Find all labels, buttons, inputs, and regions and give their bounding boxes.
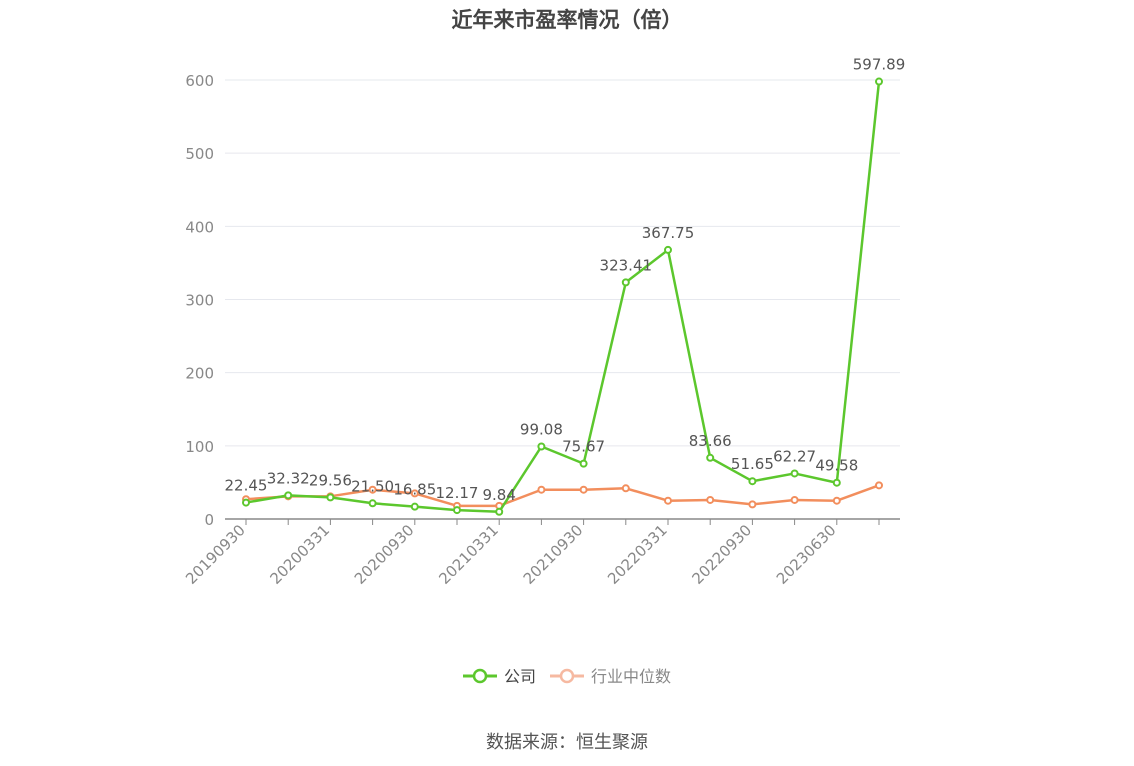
company-data-label: 16.85 (393, 481, 436, 499)
company-data-point[interactable] (875, 77, 883, 86)
company-data-label: 367.75 (642, 224, 695, 242)
y-tick-label: 0 (204, 511, 214, 529)
legend-circle-swatch (472, 668, 488, 684)
company-data-label: 75.67 (562, 438, 605, 456)
company-data-label: 29.56 (309, 471, 352, 489)
y-tick-label: 600 (185, 72, 214, 90)
company-data-point[interactable] (748, 477, 757, 486)
legend-item-industry-median[interactable]: 行业中位数 (550, 667, 671, 686)
legend: 公司 行业中位数 (463, 667, 671, 686)
y-tick-label: 300 (185, 292, 214, 310)
company-data-label: 51.65 (731, 455, 774, 473)
legend-circle-swatch (559, 668, 575, 684)
company-data-point[interactable] (326, 493, 335, 502)
company-data-label: 21.50 (351, 477, 394, 495)
company-data-point[interactable] (284, 491, 293, 500)
company-data-label: 62.27 (773, 447, 816, 465)
company-data-point[interactable] (621, 278, 630, 287)
x-tick-label: 20210930 (520, 521, 587, 588)
x-tick-label: 20220331 (604, 521, 671, 588)
company-data-label: 597.89 (853, 56, 906, 74)
company-data-point[interactable] (495, 507, 504, 516)
industry-median-data-point[interactable] (410, 489, 419, 498)
x-tick-label: 20190930 (182, 521, 249, 588)
legend-label: 行业中位数 (591, 667, 671, 686)
y-tick-label: 500 (185, 145, 214, 163)
x-axis (225, 518, 900, 525)
company-data-point[interactable] (537, 442, 546, 451)
industry-median-data-point[interactable] (368, 485, 377, 494)
company-data-label: 99.08 (520, 421, 563, 439)
industry-median-data-point[interactable] (621, 484, 630, 493)
company-data-point[interactable] (453, 506, 461, 515)
company-data-label: 32.32 (267, 469, 310, 487)
y-axis-tick-labels: 0 100 200 300 400 500 600 (185, 72, 214, 529)
x-tick-label: 20200930 (351, 521, 418, 588)
x-tick-label: 20210331 (435, 521, 502, 588)
y-tick-label: 400 (185, 218, 214, 236)
legend-label: 公司 (504, 667, 536, 686)
y-tick-label: 200 (185, 365, 214, 383)
industry-median-data-point[interactable] (664, 496, 672, 505)
company-data-label: 49.58 (815, 457, 858, 475)
y-tick-label: 100 (185, 438, 214, 456)
x-tick-label: 20220930 (689, 521, 756, 588)
industry-median-data-point[interactable] (875, 481, 883, 490)
company-data-label: 22.45 (225, 477, 268, 495)
grid-lines (225, 79, 900, 447)
company-data-point[interactable] (790, 469, 799, 478)
industry-median-data-point[interactable] (537, 485, 546, 494)
series-lines (242, 77, 883, 516)
company-data-label: 323.41 (600, 256, 653, 274)
x-tick-label: 20230630 (773, 521, 840, 588)
company-data-point[interactable] (832, 478, 841, 487)
company-series-line (245, 81, 881, 514)
company-data-point[interactable] (242, 498, 250, 507)
x-tick-label: 20200331 (267, 521, 334, 588)
data-labels: 22.45 32.32 29.56 21.50 16.85 12.17 9.84 99.087… (225, 56, 906, 504)
industry-median-data-point[interactable] (832, 496, 841, 505)
industry-median-series-line (245, 484, 880, 508)
data-source-note: 数据来源：恒生聚源 (486, 732, 648, 753)
x-axis-tick-labels: 20190930 20200331 20200930 20210331 20210930… (182, 521, 840, 588)
legend-item-company[interactable]: 公司 (463, 667, 536, 686)
industry-median-data-point[interactable] (748, 500, 757, 509)
company-data-point[interactable] (410, 502, 419, 511)
industry-median-data-point[interactable] (790, 495, 799, 504)
company-data-label: 9.84 (482, 486, 515, 504)
company-data-point[interactable] (579, 459, 588, 468)
company-data-point[interactable] (706, 453, 715, 462)
industry-median-data-point[interactable] (579, 485, 588, 494)
industry-median-data-point[interactable] (706, 495, 715, 504)
company-data-label: 12.17 (436, 484, 479, 502)
company-data-label: 83.66 (689, 432, 732, 450)
company-data-point[interactable] (368, 499, 377, 508)
chart-title: 近年来市盈率情况（倍） (451, 8, 683, 32)
company-data-point[interactable] (664, 245, 672, 254)
